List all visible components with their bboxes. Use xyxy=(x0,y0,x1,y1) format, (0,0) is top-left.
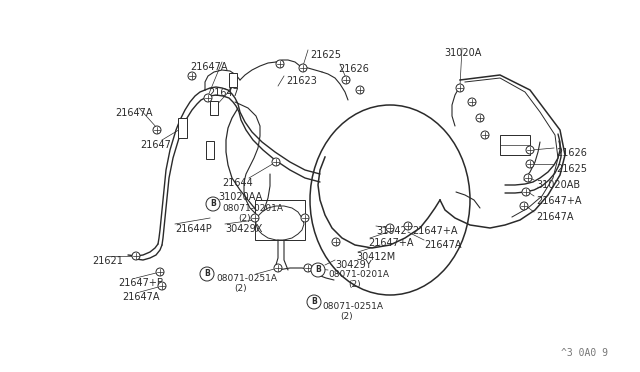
Text: 21625: 21625 xyxy=(556,164,587,174)
Text: 30412M: 30412M xyxy=(356,252,396,262)
Circle shape xyxy=(188,72,196,80)
Circle shape xyxy=(456,84,464,92)
Circle shape xyxy=(386,224,394,232)
Circle shape xyxy=(404,222,412,230)
Circle shape xyxy=(132,252,140,260)
Circle shape xyxy=(153,126,161,134)
Circle shape xyxy=(468,98,476,106)
Circle shape xyxy=(251,214,259,222)
Circle shape xyxy=(307,295,321,309)
Text: 31020AB: 31020AB xyxy=(536,180,580,190)
Text: B: B xyxy=(204,269,210,279)
Circle shape xyxy=(301,214,309,222)
Text: 21647+A: 21647+A xyxy=(412,226,458,236)
Text: 21621: 21621 xyxy=(92,256,123,266)
Text: 21623: 21623 xyxy=(286,76,317,86)
Text: 08071-0251A: 08071-0251A xyxy=(216,274,277,283)
Circle shape xyxy=(156,268,164,276)
Text: 08071-0201A: 08071-0201A xyxy=(328,270,389,279)
Text: 08071-0251A: 08071-0251A xyxy=(322,302,383,311)
Text: 21647+B: 21647+B xyxy=(118,278,164,288)
Bar xyxy=(229,73,237,87)
Text: 21644: 21644 xyxy=(222,178,253,188)
Text: ^3 0A0 9: ^3 0A0 9 xyxy=(561,348,608,358)
Text: (2): (2) xyxy=(340,312,353,321)
Text: 31020AA: 31020AA xyxy=(218,192,262,202)
Text: 21626: 21626 xyxy=(556,148,587,158)
Text: (2): (2) xyxy=(238,214,251,223)
Circle shape xyxy=(356,86,364,94)
Text: 31042: 31042 xyxy=(376,226,407,236)
Text: B: B xyxy=(210,199,216,208)
Circle shape xyxy=(311,263,325,277)
Text: 08071-0201A: 08071-0201A xyxy=(222,204,283,213)
Circle shape xyxy=(299,64,307,72)
Circle shape xyxy=(342,76,350,84)
Circle shape xyxy=(332,238,340,246)
Circle shape xyxy=(520,202,528,210)
Circle shape xyxy=(158,282,166,290)
Circle shape xyxy=(476,114,484,122)
Circle shape xyxy=(524,174,532,182)
Bar xyxy=(500,135,530,155)
Text: 30429Y: 30429Y xyxy=(335,260,372,270)
Text: 21647A: 21647A xyxy=(122,292,159,302)
Circle shape xyxy=(481,131,489,139)
Bar xyxy=(210,101,218,115)
Circle shape xyxy=(274,264,282,272)
Circle shape xyxy=(304,264,312,272)
Text: 21647+A: 21647+A xyxy=(536,196,582,206)
Text: B: B xyxy=(311,298,317,307)
Circle shape xyxy=(204,94,212,102)
Circle shape xyxy=(526,160,534,168)
Text: 21647: 21647 xyxy=(208,88,239,98)
Text: 21647A: 21647A xyxy=(115,108,152,118)
Text: 30429X: 30429X xyxy=(225,224,262,234)
Circle shape xyxy=(272,158,280,166)
Text: (2): (2) xyxy=(234,284,246,293)
Text: 21625: 21625 xyxy=(310,50,341,60)
Bar xyxy=(206,141,214,159)
Circle shape xyxy=(200,267,214,281)
Text: 21626: 21626 xyxy=(338,64,369,74)
Text: 21647: 21647 xyxy=(140,140,171,150)
Circle shape xyxy=(526,146,534,154)
Text: 21647A: 21647A xyxy=(190,62,227,72)
Text: 21647+A: 21647+A xyxy=(368,238,413,248)
Text: 21647A: 21647A xyxy=(536,212,573,222)
Text: (2): (2) xyxy=(348,280,360,289)
Circle shape xyxy=(206,197,220,211)
Bar xyxy=(177,118,186,138)
Text: 21644P: 21644P xyxy=(175,224,212,234)
Text: 21647A: 21647A xyxy=(424,240,461,250)
Text: 31020A: 31020A xyxy=(444,48,481,58)
Circle shape xyxy=(276,60,284,68)
Circle shape xyxy=(522,188,530,196)
Text: B: B xyxy=(315,266,321,275)
